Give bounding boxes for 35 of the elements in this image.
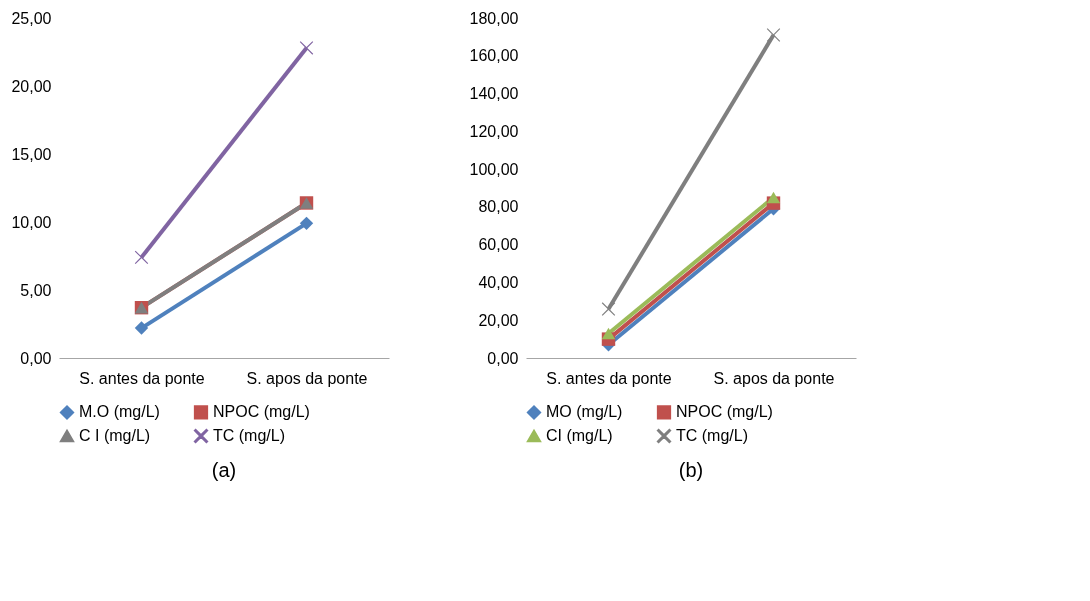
legend-label: NPOC (mg/L) bbox=[676, 403, 773, 421]
y-tick-label: 60,00 bbox=[478, 236, 519, 254]
x-tick-label: S. antes da ponte bbox=[546, 369, 672, 387]
y-tick-label: 80,00 bbox=[478, 198, 519, 216]
legend-label: NPOC (mg/L) bbox=[213, 403, 310, 421]
y-tick-label: 180,00 bbox=[469, 9, 519, 27]
y-tick-label: 15,00 bbox=[11, 145, 52, 163]
y-tick-label: 25,00 bbox=[11, 9, 52, 27]
point bbox=[299, 216, 314, 231]
y-tick-label: 20,00 bbox=[11, 77, 52, 95]
y-tick-label: 20,00 bbox=[478, 311, 519, 329]
x-tick-label: S. apos da ponte bbox=[713, 369, 835, 387]
y-tick-label: 100,00 bbox=[469, 160, 519, 178]
point bbox=[299, 41, 314, 55]
legend-label: M.O (mg/L) bbox=[79, 403, 160, 421]
legend-label: CI (mg/L) bbox=[546, 427, 613, 444]
y-tick-label: 120,00 bbox=[469, 122, 519, 140]
legend-label: C I (mg/L) bbox=[79, 427, 151, 444]
text: (a) bbox=[211, 459, 237, 481]
y-tick-label: 0,00 bbox=[487, 349, 519, 367]
point bbox=[766, 28, 781, 42]
legend-label: MO (mg/L) bbox=[546, 403, 623, 421]
x-tick-label: S. apos da ponte bbox=[246, 369, 368, 387]
y-tick-label: 40,00 bbox=[478, 273, 519, 291]
y-tick-label: 0,00 bbox=[20, 349, 52, 367]
x-tick-label: S. antes da ponte bbox=[79, 369, 205, 387]
y-tick-label: 140,00 bbox=[469, 85, 519, 103]
point bbox=[601, 302, 616, 316]
y-tick-label: 160,00 bbox=[469, 47, 519, 65]
legend-label: TC (mg/L) bbox=[676, 427, 748, 444]
text: (b) bbox=[678, 459, 704, 481]
y-tick-label: 5,00 bbox=[20, 281, 52, 299]
legend-label: TC (mg/L) bbox=[213, 427, 285, 444]
point bbox=[134, 321, 149, 335]
y-tick-label: 10,00 bbox=[11, 213, 52, 231]
